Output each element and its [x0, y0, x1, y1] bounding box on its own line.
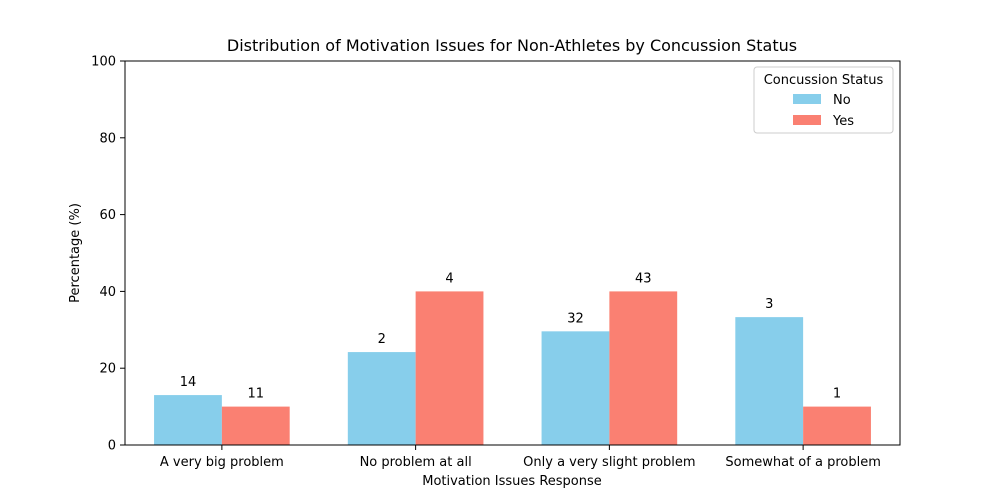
y-tick-label-5: 100 — [91, 55, 116, 70]
data-label-no-3: 3 — [765, 297, 773, 312]
legend: Concussion Status No Yes — [753, 66, 894, 134]
bar-no-0 — [154, 395, 222, 445]
plot-area: 14 11 A very big problem 2 4 No problem at al… — [91, 55, 901, 470]
legend-label-yes: Yes — [832, 114, 854, 129]
data-label-yes-2: 43 — [635, 271, 652, 286]
chart-title: Distribution of Motivation Issues for No… — [227, 36, 797, 55]
data-label-yes-3: 1 — [833, 387, 841, 402]
y-tick-label-4: 80 — [99, 131, 116, 146]
data-label-yes-0: 11 — [248, 387, 265, 402]
x-tick-label-1: No problem at all — [360, 455, 472, 470]
y-tick-label-0: 0 — [108, 439, 116, 454]
x-axis-label: Motivation Issues Response — [422, 474, 602, 489]
x-tick-label-0: A very big problem — [160, 455, 284, 470]
bar-yes-2 — [609, 291, 678, 445]
x-tick-label-2: Only a very slight problem — [523, 455, 695, 470]
x-tick-label-3: Somewhat of a problem — [725, 455, 881, 470]
legend-label-no: No — [833, 93, 851, 108]
legend-swatch-yes — [793, 115, 821, 125]
legend-title: Concussion Status — [764, 73, 884, 88]
y-axis-label: Percentage (%) — [68, 203, 83, 303]
axes-frame — [124, 60, 901, 446]
data-label-no-1: 2 — [378, 332, 386, 347]
legend-swatch-no — [793, 94, 821, 104]
y-tick-label-3: 60 — [99, 208, 116, 223]
y-tick-label-2: 40 — [99, 285, 116, 300]
data-label-no-0: 14 — [180, 375, 197, 390]
y-tick-label-1: 20 — [99, 362, 116, 377]
bar-yes-3 — [803, 406, 871, 445]
bar-no-3 — [735, 317, 804, 445]
data-label-yes-1: 4 — [445, 271, 453, 286]
legend-box — [753, 66, 894, 134]
data-label-no-2: 32 — [567, 311, 584, 326]
bar-no-2 — [541, 331, 610, 445]
bar-yes-1 — [415, 291, 484, 445]
bar-no-1 — [347, 352, 416, 445]
bar-yes-0 — [221, 406, 290, 445]
